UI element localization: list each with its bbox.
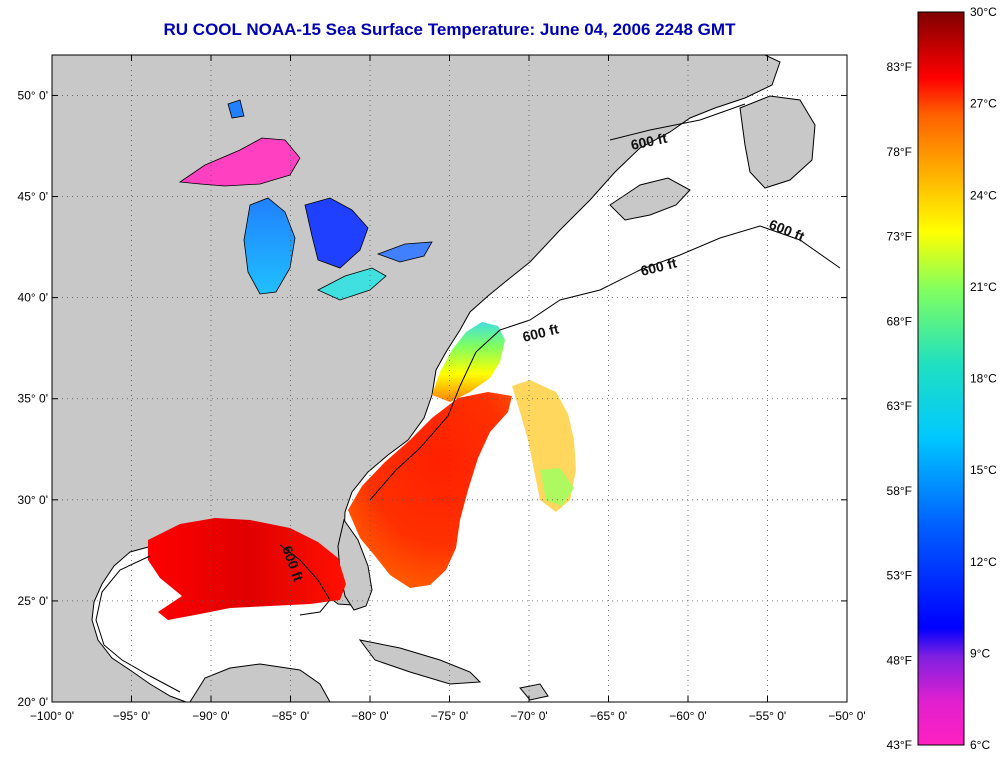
colorbar-fahrenheit-label: 58°F	[887, 484, 912, 498]
longitude-tick-label: −60° 0'	[669, 709, 706, 723]
gulf-of-mexico-sst	[148, 518, 346, 620]
colorbar-celsius-label: 9°C	[970, 646, 990, 660]
colorbar-fahrenheit-label: 83°F	[887, 60, 912, 74]
colorbar-celsius-label: 21°C	[970, 280, 997, 294]
colorbar-fahrenheit-label: 53°F	[887, 569, 912, 583]
lake-erie	[317, 267, 387, 301]
colorbar-celsius-label: 27°C	[970, 97, 997, 111]
colorbar-fahrenheit-label: 48°F	[887, 653, 912, 667]
latitude-tick-label: 30° 0'	[18, 493, 48, 507]
colorbar-celsius-label: 18°C	[970, 372, 997, 386]
latitude-tick-label: 35° 0'	[18, 392, 48, 406]
colorbar-fahrenheit-label: 73°F	[887, 230, 912, 244]
latitude-labels: 20° 0' 25° 0' 30° 0' 35° 0' 40° 0' 45° 0' 50° …	[18, 88, 48, 709]
contour-label: 600 ft	[629, 130, 668, 153]
colorbar-celsius-label: 12°C	[970, 555, 997, 569]
latitude-tick-label: 25° 0'	[18, 594, 48, 608]
colorbar-celsius-label: 6°C	[970, 738, 990, 752]
longitude-tick-label: −55° 0'	[749, 709, 786, 723]
axis-ticks	[51, 55, 848, 703]
colorbar-celsius-label: 30°C	[970, 5, 997, 19]
lake-nipigon	[227, 99, 245, 119]
gulf-stream-sst	[348, 392, 512, 588]
colorbar-celsius-labels: 6°C 9°C 12°C 15°C 18°C 21°C 24°C 27°C 30°C	[970, 5, 997, 752]
longitude-tick-label: −65° 0'	[590, 709, 627, 723]
temperature-colorbar	[917, 11, 965, 746]
lake-michigan	[243, 197, 296, 295]
lake-huron	[304, 197, 369, 269]
longitude-tick-label: −75° 0'	[431, 709, 468, 723]
colorbar-celsius-label: 24°C	[970, 188, 997, 202]
longitude-tick-label: −80° 0'	[351, 709, 388, 723]
longitude-tick-label: −95° 0'	[113, 709, 150, 723]
colorbar-fahrenheit-labels: 43°F 48°F 53°F 58°F 63°F 68°F 73°F 78°F 83°F	[887, 60, 912, 752]
longitude-tick-label: −90° 0'	[192, 709, 229, 723]
latitude-tick-label: 50° 0'	[18, 88, 48, 102]
lake-ontario	[376, 241, 433, 263]
contour-labels: 600 ft 600 ft 600 ft 600 ft 600 ft	[279, 130, 807, 584]
longitude-tick-label: −50° 0'	[828, 709, 865, 723]
longitude-tick-label: −70° 0'	[510, 709, 547, 723]
colorbar-fahrenheit-label: 68°F	[887, 314, 912, 328]
isobath-contour	[95, 103, 841, 693]
latitude-tick-label: 45° 0'	[18, 190, 48, 204]
longitude-labels: −100° 0' −95° 0' −90° 0' −85° 0' −80° 0' −75°…	[30, 709, 866, 723]
latitude-tick-label: 20° 0'	[18, 695, 48, 709]
colorbar-fahrenheit-label: 43°F	[887, 738, 912, 752]
offshore-sst-patch-cool	[540, 468, 574, 506]
great-lakes	[178, 99, 433, 301]
longitude-tick-label: −85° 0'	[272, 709, 309, 723]
longitude-tick-label: −100° 0'	[30, 709, 74, 723]
map-title: RU COOL NOAA-15 Sea Surface Temperature:…	[163, 20, 736, 39]
lake-superior	[178, 137, 301, 187]
colorbar-fahrenheit-label: 78°F	[887, 145, 912, 159]
colorbar-fahrenheit-label: 63°F	[887, 399, 912, 413]
colorbar-celsius-label: 15°C	[970, 463, 997, 477]
latitude-tick-label: 40° 0'	[18, 291, 48, 305]
